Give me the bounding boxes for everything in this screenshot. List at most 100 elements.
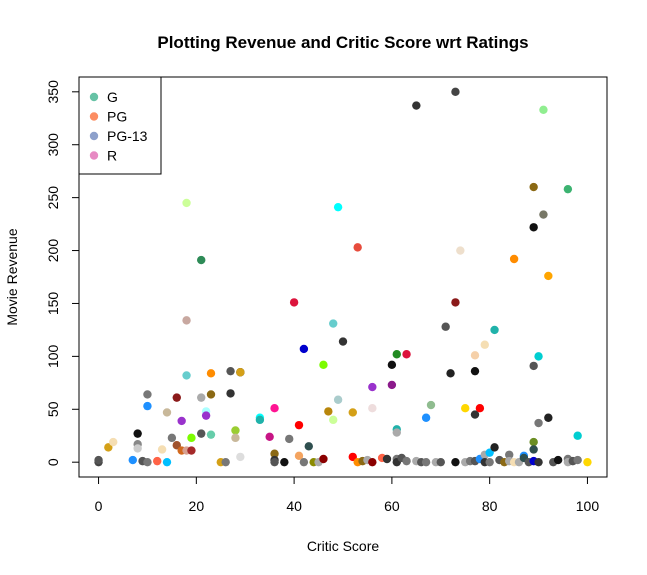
data-point	[402, 456, 411, 466]
data-point	[197, 393, 206, 402]
data-point	[553, 455, 563, 465]
data-point	[162, 457, 172, 467]
legend-label: PG-13	[107, 128, 148, 144]
data-point	[421, 413, 431, 422]
y-tick-label: 0	[45, 458, 61, 466]
data-point	[187, 446, 196, 455]
data-point	[534, 418, 543, 428]
data-point	[94, 455, 103, 465]
data-point	[387, 360, 397, 370]
data-point	[231, 426, 240, 435]
legend-marker	[89, 92, 99, 102]
data-point	[387, 380, 397, 390]
legend-marker	[89, 151, 99, 160]
data-point	[333, 395, 343, 404]
data-point	[133, 444, 142, 453]
data-point	[206, 430, 216, 439]
data-point	[294, 420, 304, 430]
data-point	[221, 457, 230, 467]
data-point	[226, 366, 235, 376]
y-tick-label: 300	[45, 133, 61, 157]
data-point	[197, 255, 206, 265]
data-point	[143, 401, 152, 411]
data-point	[529, 223, 538, 232]
data-point	[368, 457, 377, 467]
y-tick-label: 100	[45, 344, 61, 368]
data-point	[172, 393, 181, 402]
data-point	[133, 429, 142, 438]
y-tick-label: 200	[45, 239, 61, 263]
data-point	[285, 434, 294, 444]
data-points	[94, 87, 592, 467]
data-point	[187, 433, 196, 443]
data-point	[412, 101, 421, 110]
data-point	[470, 410, 480, 419]
data-point	[270, 449, 279, 458]
data-point	[329, 319, 338, 328]
data-point	[461, 404, 470, 413]
data-point	[231, 433, 240, 443]
data-point	[436, 457, 445, 467]
data-point	[162, 408, 172, 417]
legend: G PG PG-13 R	[78, 76, 162, 175]
legend-box	[78, 76, 162, 175]
data-point	[319, 360, 328, 370]
data-point	[583, 457, 592, 467]
data-point	[446, 369, 455, 378]
y-axis: 0 50 100 150 200 250 300 350	[45, 80, 80, 466]
data-point	[368, 382, 377, 392]
data-point	[544, 271, 553, 281]
data-point	[421, 457, 431, 467]
data-point	[382, 454, 392, 464]
data-point	[392, 350, 401, 359]
legend-label: R	[107, 148, 117, 164]
data-point	[255, 415, 265, 425]
data-point	[182, 198, 191, 208]
data-point	[182, 371, 191, 380]
data-point	[451, 457, 460, 467]
data-point	[177, 416, 186, 426]
data-point	[143, 390, 152, 399]
data-point	[109, 437, 118, 447]
data-point	[451, 298, 460, 307]
x-tick-label: 80	[482, 498, 498, 514]
data-point	[157, 445, 167, 454]
y-tick-label: 250	[45, 186, 61, 210]
data-point	[490, 443, 499, 452]
data-point	[539, 105, 548, 115]
data-point	[480, 340, 489, 349]
data-point	[333, 202, 343, 212]
x-axis: 0 20 40 60 80 100	[95, 476, 599, 514]
data-point	[470, 366, 480, 376]
data-point	[539, 210, 548, 219]
data-point	[441, 322, 450, 331]
data-point	[280, 457, 289, 467]
data-point	[182, 316, 191, 325]
y-tick-label: 50	[45, 401, 61, 417]
data-point	[348, 408, 357, 417]
data-point	[304, 442, 313, 451]
data-point	[534, 352, 543, 361]
legend-marker	[89, 112, 99, 121]
data-point	[172, 441, 181, 450]
data-point	[226, 389, 235, 398]
data-point	[475, 404, 485, 413]
data-point	[509, 254, 519, 264]
y-axis-label: Movie Revenue	[4, 228, 20, 325]
data-point	[265, 432, 274, 441]
data-point	[338, 337, 348, 346]
data-point	[153, 456, 162, 466]
data-point	[236, 452, 245, 462]
legend-marker	[89, 131, 99, 141]
data-point	[485, 457, 494, 467]
y-tick-label: 150	[45, 292, 61, 316]
x-tick-label: 40	[286, 498, 302, 514]
data-point	[529, 182, 538, 192]
data-point	[529, 437, 538, 447]
data-point	[392, 428, 401, 437]
data-point	[529, 361, 538, 371]
data-point	[573, 455, 582, 465]
data-point	[368, 404, 377, 413]
data-point	[270, 404, 279, 413]
